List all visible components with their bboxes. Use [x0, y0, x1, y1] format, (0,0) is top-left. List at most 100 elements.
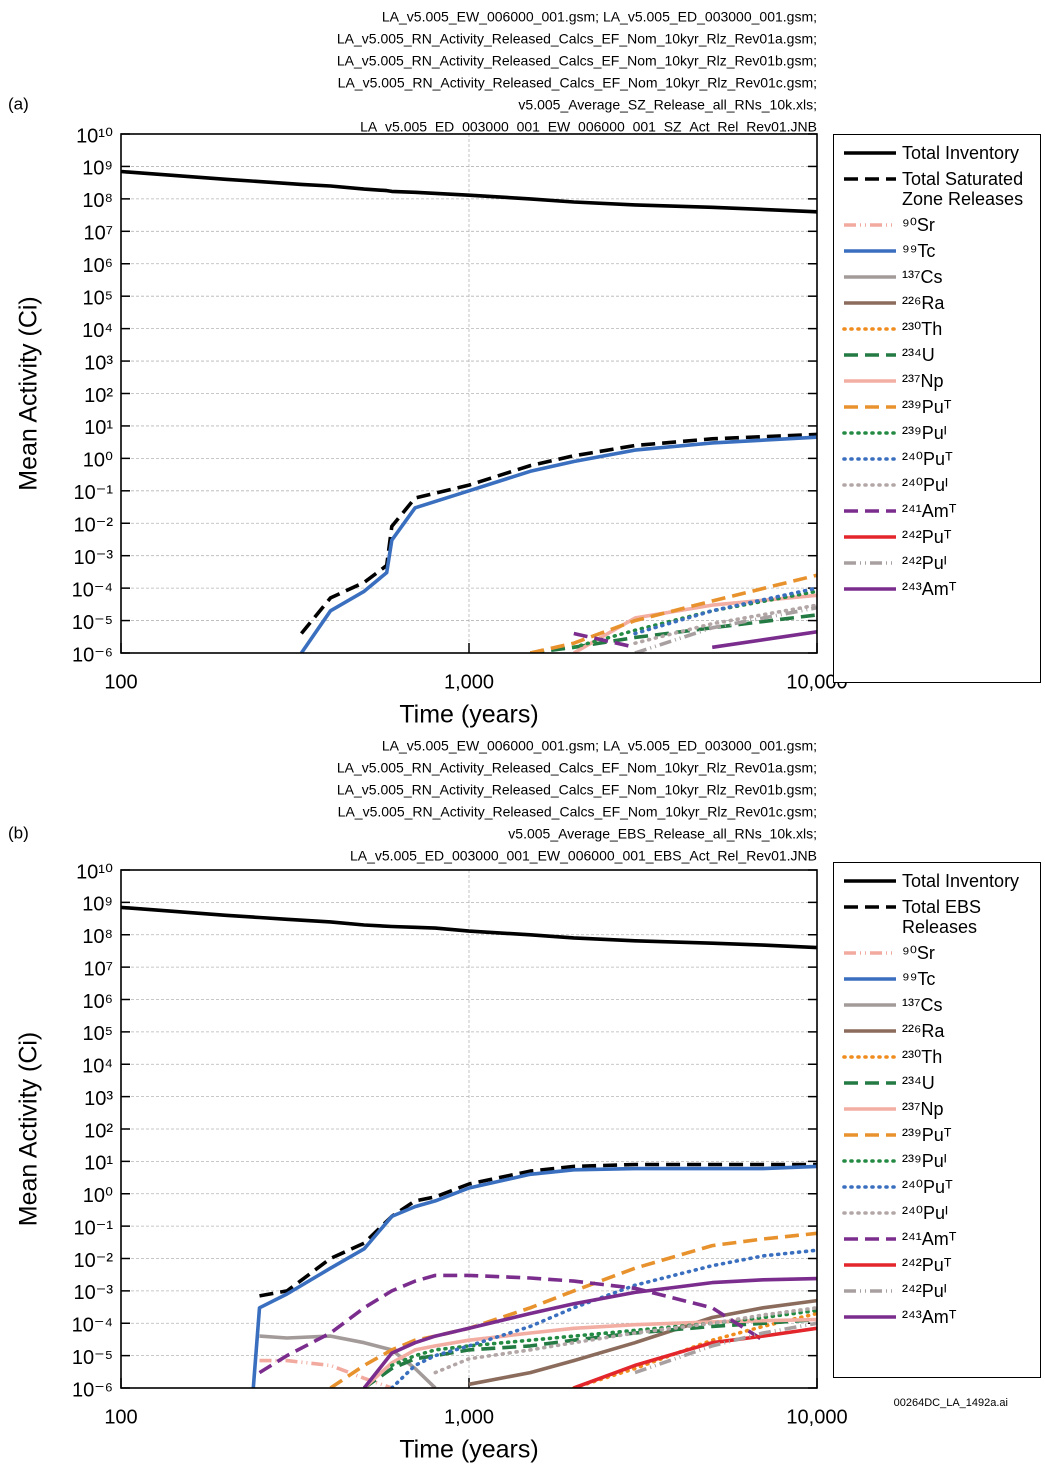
legend-entry: ⁹⁰Sr [842, 215, 1036, 235]
y-tick-label: 10⁴ [82, 320, 113, 342]
legend-entry: ²⁴²Puᵀ [842, 1255, 1036, 1275]
legend-swatch [842, 327, 898, 331]
legend-swatch [844, 879, 896, 883]
legend-entry: ²³⁹Puᵀ [842, 397, 1036, 417]
subtitle-line: v5.005_Average_EBS_Release_all_RNs_10k.x… [508, 826, 817, 842]
y-tick-label: 10⁻³ [74, 547, 114, 569]
legend-swatch [844, 301, 896, 305]
legend-entry: ²³⁴U [842, 1073, 1036, 1093]
legend-swatch [844, 353, 896, 357]
legend-label: ²³⁷Np [902, 1099, 944, 1119]
legend-entry: Total EBS Releases [842, 897, 1036, 937]
legend-label: Total EBS Releases [902, 897, 982, 937]
legend-entry: ⁹⁹Tc [842, 241, 1036, 261]
legend-label: ²⁴³Amᵀ [902, 579, 957, 599]
subtitle-line: LA_v5.005_ED_003000_001_EW_006000_001_EB… [350, 848, 817, 864]
legend-label: ²³⁰Th [902, 319, 943, 339]
legend-label: ²³⁷Np [902, 371, 944, 391]
legend-entry: ⁹⁰Sr [842, 943, 1036, 963]
x-tick-label: 10,000 [786, 671, 847, 693]
legend-swatch [844, 509, 896, 513]
legend-label: ²³⁹Puᵀ [902, 1125, 952, 1145]
y-tick-label: 10⁻⁴ [72, 1315, 113, 1337]
series-line [573, 1326, 817, 1388]
subtitle-line: LA_v5.005_EW_006000_001.gsm; LA_v5.005_E… [382, 9, 817, 25]
series-line [634, 1321, 817, 1375]
series-line [300, 432, 817, 635]
y-tick-label: 10⁻⁶ [72, 644, 113, 666]
legend-entry: ²⁴⁰Puᵀ [842, 1177, 1036, 1197]
legend-entry: ²⁴⁰Puᵀ [842, 449, 1036, 469]
legend-entry: Total Saturated Zone Releases [842, 169, 1036, 209]
subtitle-line: LA_v5.005_RN_Activity_Released_Calcs_EF_… [337, 53, 817, 69]
legend-swatch [842, 1211, 898, 1215]
plot-frame [120, 869, 818, 1389]
y-tick-label: 10⁻⁵ [72, 1347, 113, 1369]
series-line [433, 1306, 817, 1375]
legend-entry: ¹³⁷Cs [842, 267, 1036, 287]
y-tick-label: 10¹ [84, 1153, 113, 1175]
series-line [363, 1317, 817, 1388]
legend-swatch [844, 587, 896, 591]
y-tick-label: 10⁶ [83, 255, 113, 277]
legend-swatch [844, 1263, 896, 1267]
legend-entry: ⁹⁹Tc [842, 969, 1036, 989]
legend-entry: ²⁴⁰Puᴵ [842, 1203, 1036, 1223]
y-tick-label: 10⁻³ [74, 1282, 114, 1304]
legend-swatch [844, 223, 896, 227]
legend-label: ⁹⁰Sr [902, 943, 935, 963]
series-line [362, 1276, 817, 1388]
series-line [258, 1273, 765, 1375]
file-id: 00264DC_LA_1492a.ai [894, 1397, 1008, 1409]
y-tick-label: 10⁻⁴ [72, 579, 113, 601]
subtitle-line: LA_v5.005_RN_Activity_Released_Calcs_EF_… [338, 804, 817, 820]
legend-entry: ²³⁰Th [842, 319, 1036, 339]
x-tick-label: 100 [104, 1406, 137, 1428]
series-line [259, 1334, 437, 1388]
legend-entry: ²³⁹Puᵀ [842, 1125, 1036, 1145]
legend-entry: ²⁴⁰Puᴵ [842, 475, 1036, 495]
legend-swatch [844, 905, 896, 909]
legend-label: ²³⁹Puᵀ [902, 397, 952, 417]
legend-swatch [844, 1315, 896, 1319]
y-tick-label: 10⁰ [83, 1185, 113, 1207]
series-line [529, 573, 817, 653]
legend-label: ²³⁹Puᴵ [902, 423, 947, 443]
series-line [634, 605, 817, 653]
series-line [633, 586, 817, 636]
x-axis-label: Time (years) [399, 701, 538, 729]
legend-swatch [844, 151, 896, 155]
y-tick-label: 10⁻¹ [74, 1217, 114, 1239]
legend-swatch [844, 379, 896, 383]
y-tick-label: 10³ [84, 1088, 113, 1110]
legend-label: ⁹⁰Sr [902, 215, 935, 235]
subtitle-line: LA_v5.005_RN_Activity_Released_Calcs_EF_… [338, 75, 817, 91]
legend-label: ²³⁹Puᴵ [902, 1151, 947, 1171]
x-tick-label: 1,000 [444, 1406, 494, 1428]
plot-frame [120, 133, 818, 654]
legend-entry: ²²⁶Ra [842, 1021, 1036, 1041]
y-tick-label: 10⁻¹ [74, 482, 114, 504]
legend-entry: ¹³⁷Cs [842, 995, 1036, 1015]
y-tick-label: 10² [84, 385, 113, 407]
y-tick-label: 10¹⁰ [76, 861, 113, 883]
legend-label: ⁹⁹Tc [902, 969, 936, 989]
legend-label: ²⁴⁰Puᴵ [902, 475, 948, 495]
legend-entry: ²⁴¹Amᵀ [842, 501, 1036, 521]
legend-label: ²⁴³Amᵀ [902, 1307, 957, 1327]
legend-label: ²²⁶Ra [902, 293, 945, 313]
legend-entry: ²³⁷Np [842, 1099, 1036, 1119]
series-line [711, 630, 817, 650]
y-tick-label: 10⁹ [82, 894, 113, 916]
legend-label: ²⁴²Puᵀ [902, 1255, 952, 1275]
legend-label: ²⁴⁰Puᵀ [902, 449, 953, 469]
legend-entry: ²³⁷Np [842, 371, 1036, 391]
legend-swatch [844, 249, 896, 253]
panel-label: (b) [8, 823, 29, 842]
legend-entry: ²⁴¹Amᵀ [842, 1229, 1036, 1249]
legend-label: ²³⁴U [902, 345, 935, 365]
y-tick-label: 10⁴ [82, 1056, 113, 1078]
panel-label: (a) [8, 94, 29, 113]
legend-entry: ²³⁰Th [842, 1047, 1036, 1067]
